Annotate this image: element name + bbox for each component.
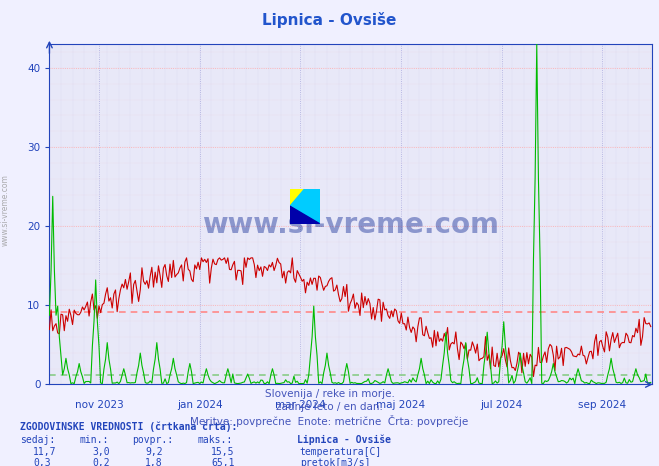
Text: Slovenija / reke in morje.: Slovenija / reke in morje. <box>264 389 395 399</box>
Text: maks.:: maks.: <box>198 435 233 445</box>
Polygon shape <box>290 189 304 206</box>
Text: www.si-vreme.com: www.si-vreme.com <box>202 211 500 239</box>
Polygon shape <box>290 206 320 224</box>
Text: pretok[m3/s]: pretok[m3/s] <box>300 458 370 466</box>
Text: jul 2024: jul 2024 <box>480 400 523 410</box>
Text: 0,2: 0,2 <box>92 458 110 466</box>
Text: sedaj:: sedaj: <box>20 435 55 445</box>
Text: jan 2024: jan 2024 <box>177 400 223 410</box>
Text: zadnje leto / en dan.: zadnje leto / en dan. <box>276 402 383 412</box>
Text: ZGODOVINSKE VREDNOSTI (črtkana črta):: ZGODOVINSKE VREDNOSTI (črtkana črta): <box>20 422 237 432</box>
Text: povpr.:: povpr.: <box>132 435 173 445</box>
Text: 0,3: 0,3 <box>33 458 51 466</box>
Text: nov 2023: nov 2023 <box>75 400 124 410</box>
Text: 3,0: 3,0 <box>92 447 110 457</box>
Polygon shape <box>290 189 320 224</box>
Text: 65,1: 65,1 <box>211 458 235 466</box>
Text: Meritve: povprečne  Enote: metrične  Črta: povprečje: Meritve: povprečne Enote: metrične Črta:… <box>190 415 469 427</box>
Text: min.:: min.: <box>79 435 109 445</box>
Text: 11,7: 11,7 <box>33 447 57 457</box>
Text: www.si-vreme.com: www.si-vreme.com <box>1 174 10 246</box>
Text: 1,8: 1,8 <box>145 458 163 466</box>
Text: sep 2024: sep 2024 <box>579 400 627 410</box>
Text: maj 2024: maj 2024 <box>376 400 426 410</box>
Text: Lipnica - Ovsiše: Lipnica - Ovsiše <box>262 12 397 27</box>
Text: Lipnica - Ovsiše: Lipnica - Ovsiše <box>297 435 391 445</box>
Text: temperatura[C]: temperatura[C] <box>300 447 382 457</box>
Text: 9,2: 9,2 <box>145 447 163 457</box>
Text: mar 2024: mar 2024 <box>275 400 326 410</box>
Text: 15,5: 15,5 <box>211 447 235 457</box>
